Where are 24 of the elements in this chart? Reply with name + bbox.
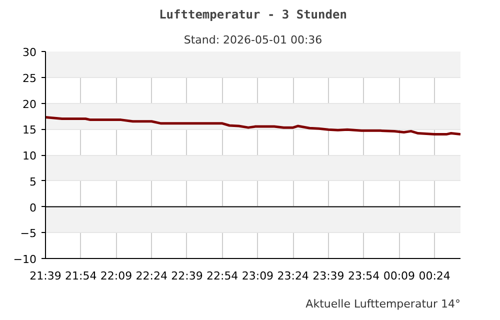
x-tick-label: 21:54 bbox=[65, 270, 97, 282]
y-tick-label: 10 bbox=[22, 150, 37, 162]
x-tick-label: 22:24 bbox=[136, 270, 168, 282]
x-tick-label: 23:24 bbox=[277, 270, 309, 282]
x-tick-label: 23:09 bbox=[242, 270, 274, 282]
x-tick-label: 22:54 bbox=[206, 270, 238, 282]
x-tick-label: 21:39 bbox=[30, 270, 62, 282]
chart-title: Lufttemperatur - 3 Stunden bbox=[159, 8, 347, 22]
y-tick-label: 5 bbox=[30, 175, 36, 188]
y-tick-label: −10 bbox=[13, 253, 37, 266]
x-tick-label: 00:09 bbox=[383, 270, 416, 282]
x-tick-label: 23:54 bbox=[348, 270, 380, 282]
y-tick-label: 15 bbox=[22, 124, 37, 137]
y-tick-label: 0 bbox=[30, 201, 36, 214]
y-tick-label: −5 bbox=[20, 227, 37, 240]
x-tick-label: 23:39 bbox=[312, 270, 344, 282]
x-tick-label: 22:09 bbox=[100, 270, 132, 282]
x-tick-label: 22:39 bbox=[171, 270, 203, 282]
text: Aktuelle Lufttemperatur 14° bbox=[306, 298, 461, 310]
y-tick-label: 30 bbox=[22, 46, 37, 59]
chart-subtitle: Stand: 2026-05-01 00:36 bbox=[184, 34, 322, 46]
y-tick-label: 25 bbox=[22, 72, 37, 85]
y-tick-label: 20 bbox=[22, 98, 37, 111]
x-tick-label: 00:24 bbox=[418, 270, 450, 282]
